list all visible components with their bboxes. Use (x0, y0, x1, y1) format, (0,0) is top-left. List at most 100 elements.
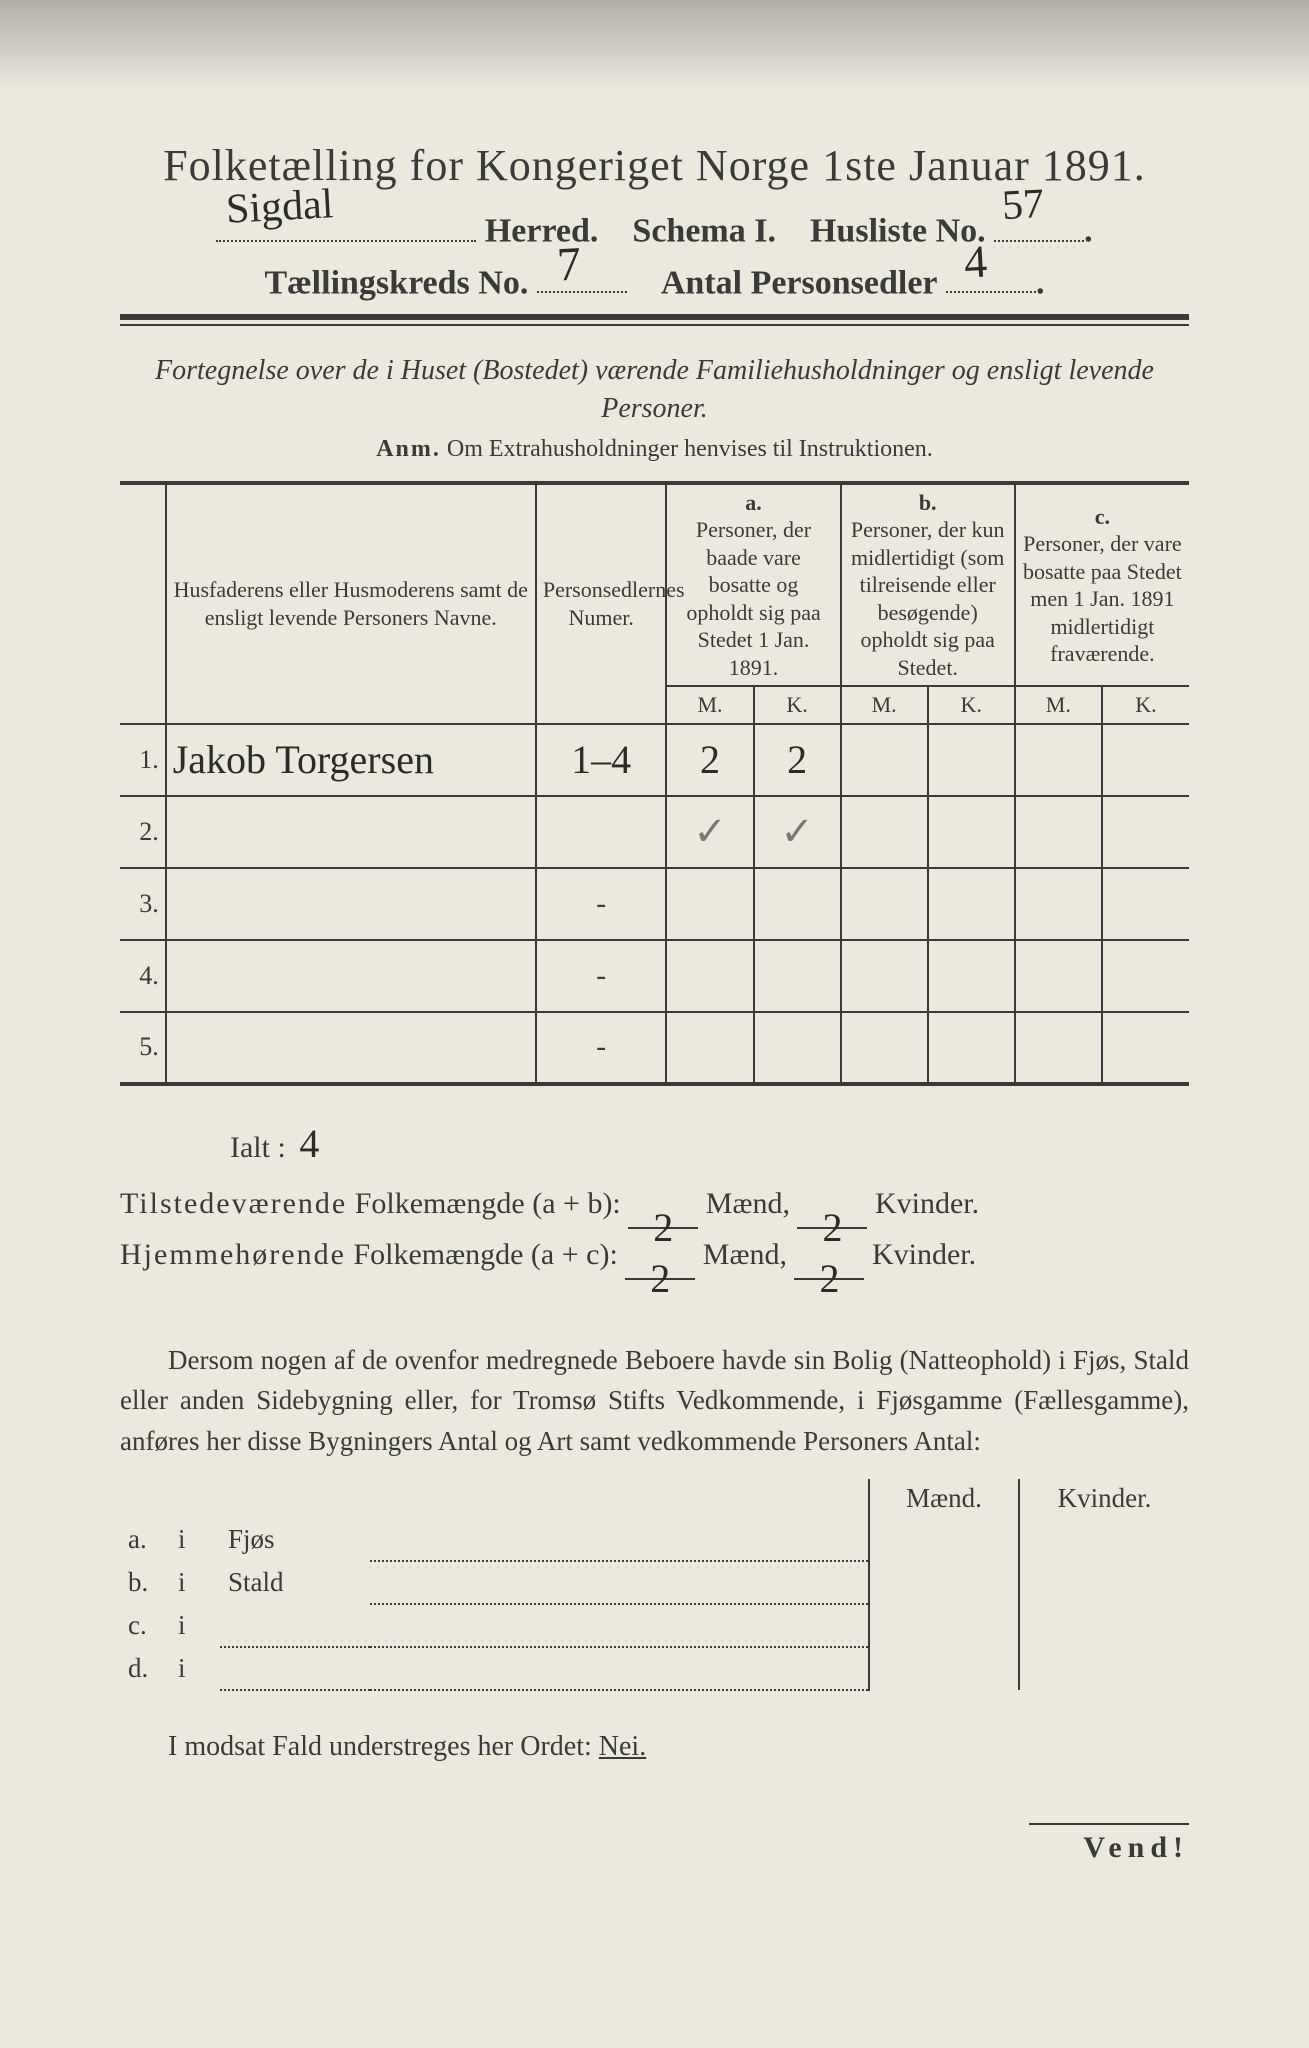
tick: ✓ (693, 809, 727, 854)
a-m-cell: ✓ (666, 796, 753, 868)
c-m-cell (1015, 868, 1102, 940)
table-row: 2. ✓ ✓ (120, 796, 1189, 868)
divider-rule (120, 314, 1189, 326)
kreds-label: Tællingskreds No. (264, 264, 528, 301)
herred-handwritten: Sigdal (225, 180, 335, 234)
col-b-header: b. Personer, der kun midlertidigt (som t… (841, 483, 1015, 687)
census-table: Husfaderens eller Husmoderens samt de en… (120, 481, 1189, 1086)
c-m-cell (1015, 724, 1102, 796)
outb-label: Stald (220, 1561, 370, 1604)
b-k-cell (928, 940, 1015, 1012)
kreds-no-handwritten: 7 (555, 236, 582, 292)
a-title: a. (673, 489, 833, 517)
b-k: K. (928, 686, 1015, 724)
row-num: 5. (120, 1012, 166, 1084)
page-shadow (0, 0, 1309, 90)
b-m-cell (841, 724, 928, 796)
blank-corner (120, 483, 166, 724)
outb-dots (220, 1604, 869, 1647)
c-k-cell (1102, 868, 1189, 940)
ialt-line: Ialt : 4 (230, 1110, 1189, 1178)
folk-label-2: Folkemængde (353, 1238, 523, 1271)
tick: ✓ (780, 809, 814, 854)
a-k-cell (754, 940, 841, 1012)
outb-label: Fjøs (220, 1518, 370, 1561)
present-m-field: 2 (628, 1194, 698, 1229)
resident-k-field: 2 (794, 1245, 864, 1280)
a-m-cell (666, 940, 753, 1012)
nei-text: I modsat Fald understreges her Ordet: (168, 1731, 592, 1762)
schema-label: Schema I. (632, 213, 776, 250)
vend-label: Vend! (1029, 1823, 1189, 1865)
husliste-label: Husliste No. (810, 213, 986, 250)
anm-line: Anm. Om Extrahusholdninger henvises til … (120, 436, 1189, 463)
col-names-text: Husfaderens eller Husmoderens samt de en… (174, 577, 528, 630)
herred-label: Herred. (485, 213, 599, 250)
maend-label: Mænd, (706, 1187, 790, 1220)
ac-label: (a + c): (531, 1238, 618, 1271)
a-k-cell: ✓ (754, 796, 841, 868)
b-m-cell (841, 796, 928, 868)
husliste-field: 57 (994, 209, 1084, 242)
present-k-field: 2 (797, 1194, 867, 1229)
b-k-cell (928, 868, 1015, 940)
outb-row: d. i (120, 1647, 1189, 1690)
present-label: Tilstedeværende (120, 1187, 347, 1220)
numer-hand: 1–4 (571, 737, 631, 782)
numer-cell: - (536, 940, 667, 1012)
row-num: 2. (120, 796, 166, 868)
a-k-cell (754, 1012, 841, 1084)
outbuilding-paragraph: Dersom nogen af de ovenfor medregnede Be… (120, 1340, 1189, 1462)
present-m-hand: 2 (653, 1205, 673, 1250)
outb-row: b. i Stald (120, 1561, 1189, 1604)
ialt-hand: 4 (299, 1121, 319, 1166)
antal-label: Antal Personsedler (661, 264, 938, 301)
b-m-cell (841, 1012, 928, 1084)
outb-maend-header: Mænd. (869, 1479, 1019, 1518)
a-k: K. (754, 686, 841, 724)
c-m: M. (1015, 686, 1102, 724)
outb-i: i (170, 1518, 220, 1561)
a-m: M. (666, 686, 753, 724)
header-line-2: Sigdal Herred. Schema I. Husliste No. 57… (120, 209, 1189, 251)
outb-dots (370, 1561, 869, 1604)
col-c-header: c. Personer, der vare bosatte paa Stedet… (1015, 483, 1189, 687)
c-k: K. (1102, 686, 1189, 724)
col-numer-header: Personsedlernes Numer. (536, 483, 667, 724)
antal-handwritten: 4 (963, 234, 989, 288)
document-page: Folketælling for Kongeriget Norge 1ste J… (0, 0, 1309, 2048)
c-m-cell (1015, 1012, 1102, 1084)
a-text: Personer, der baade vare bosatte og opho… (673, 516, 833, 681)
b-m-cell (841, 868, 928, 940)
c-k-cell (1102, 796, 1189, 868)
b-k-cell (928, 724, 1015, 796)
outb-i: i (170, 1647, 220, 1690)
name-hand: Jakob Torgersen (173, 737, 434, 782)
maend-label-2: Mænd, (703, 1238, 787, 1271)
a-m-cell (666, 868, 753, 940)
outb-key: c. (120, 1604, 170, 1647)
table-row: 1. Jakob Torgersen 1–4 2 2 (120, 724, 1189, 796)
outb-key: a. (120, 1518, 170, 1561)
outb-k (1019, 1518, 1189, 1561)
a-m-cell: 2 (666, 724, 753, 796)
val-hand: 2 (787, 737, 807, 782)
numer-cell: - (536, 868, 667, 940)
nei-line: I modsat Fald understreges her Ordet: Ne… (120, 1731, 1189, 1763)
resident-label: Hjemmehørende (120, 1238, 346, 1271)
outb-k (1019, 1604, 1189, 1647)
outbuilding-table: Mænd. Kvinder. a. i Fjøs b. i Stald c. i (120, 1479, 1189, 1691)
row-num: 4. (120, 940, 166, 1012)
c-k-cell (1102, 940, 1189, 1012)
numer-cell (536, 796, 667, 868)
c-k-cell (1102, 724, 1189, 796)
resident-k-hand: 2 (819, 1256, 839, 1301)
col-a-header: a. Personer, der baade vare bosatte og o… (666, 483, 840, 687)
antal-field: 4 (946, 261, 1036, 294)
header-line-3: Tællingskreds No. 7 Antal Personsedler 4… (120, 261, 1189, 303)
table-row: 3. - (120, 868, 1189, 940)
outb-m (869, 1561, 1019, 1604)
name-cell (166, 1012, 536, 1084)
outb-key: d. (120, 1647, 170, 1690)
outb-row: c. i (120, 1604, 1189, 1647)
